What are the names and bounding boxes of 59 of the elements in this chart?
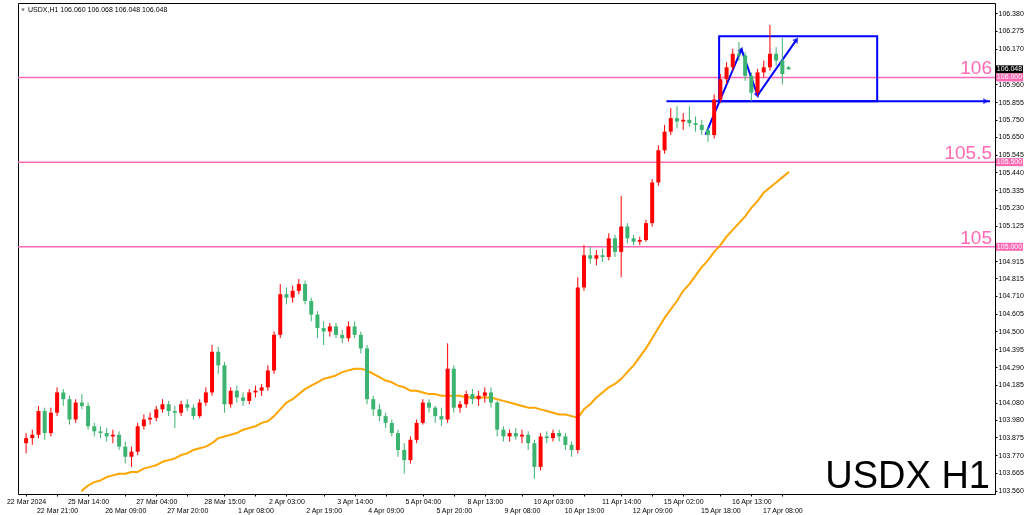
candlestick [526,430,531,451]
candlestick [550,429,555,443]
candlestick [724,61,729,85]
candlestick [643,219,648,243]
candlestick [662,124,667,155]
candlestick [148,412,153,426]
candlestick [532,439,537,480]
candlestick [203,386,208,407]
ref-line-label: 105.5 [944,142,992,164]
candlestick [743,51,748,82]
candlestick [402,442,407,475]
line-series [80,171,790,492]
candlestick [414,419,419,444]
candlestick [197,398,202,419]
candlestick [36,405,41,439]
candlestick [172,405,177,429]
candlestick [489,386,493,409]
ref-line-label: 106 [960,57,992,79]
candlestick [674,105,679,129]
candlestick [42,407,47,441]
candlestick [427,398,432,414]
candlestick [73,398,78,424]
candlestick [718,73,723,104]
candlestick [358,330,363,354]
candlestick [129,446,134,468]
candlestick [767,24,772,72]
candlestick [420,398,425,426]
candlestick [749,71,754,102]
candlestick [780,37,785,85]
candlestick [606,232,611,261]
candlestick [123,441,128,465]
candlestick [439,407,444,427]
candlestick [693,115,698,133]
candlestick [309,297,314,322]
candlestick [315,310,320,339]
candlestick [458,400,463,414]
candlestick [730,48,735,72]
candlestick [668,107,673,136]
candlestick [86,402,91,431]
annotation: USDX H1 [825,454,990,496]
candlestick [228,386,233,409]
candlestick [625,222,630,244]
candlestick [55,386,60,417]
candlestick [396,429,401,458]
candlestick [346,320,351,343]
candlestick [705,126,710,143]
ref-line-label: 105 [960,226,992,248]
candlestick [48,407,53,437]
candlestick [265,364,270,392]
candlestick [612,234,617,258]
candlestick [774,46,779,67]
candlestick [303,280,308,305]
candlestick [408,435,413,465]
candlestick [67,395,72,426]
candlestick [216,346,221,375]
candlestick [371,395,376,417]
candlestick [241,391,246,407]
candlestick [24,432,29,454]
candlestick [117,430,122,451]
